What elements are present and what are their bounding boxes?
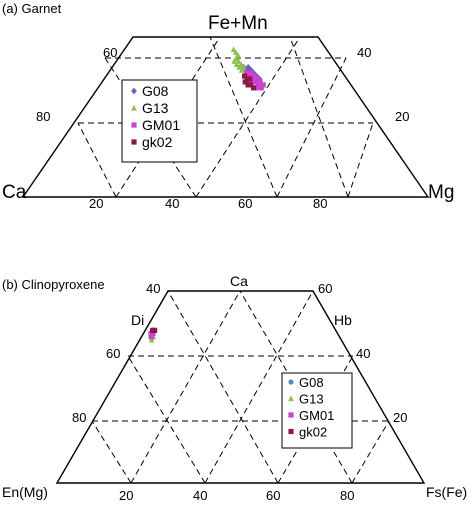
- garnet-grid-d60b: [209, 36, 278, 198]
- clinopyroxene-point-gk02-1: [152, 327, 158, 333]
- clinopyroxene-grid-d20b: [91, 420, 132, 484]
- clinopyroxene-tick-bottom-60: 60: [266, 488, 280, 503]
- garnet-point-g13-8: [236, 64, 242, 70]
- garnet-point-gm01-8: [247, 79, 253, 85]
- garnet-legend-marker-gm01: [131, 122, 137, 128]
- garnet-panel: (a) Garnet Fe+Mn Ca Mg 20 40 60 80 60 80…: [2, 1, 454, 211]
- garnet-legend-label-gk02: gk02: [142, 134, 173, 150]
- clinopyroxene-points: [148, 327, 158, 343]
- garnet-point-gm01-0: [244, 70, 250, 76]
- garnet-point-g13-10: [238, 67, 245, 73]
- clinopyroxene-apex-left: En(Mg): [2, 484, 48, 500]
- garnet-tick-right-40: 40: [357, 45, 371, 60]
- garnet-apex-right: Mg: [428, 182, 454, 203]
- garnet-point-gk02-0: [242, 73, 248, 79]
- clinopyroxene-grid-d20a: [130, 290, 241, 484]
- clinopyroxene-panel: (b) Clinopyroxene Ca En(Mg) Fs(Fe) Di Hb…: [2, 273, 467, 503]
- garnet-point-g13-7: [233, 61, 240, 67]
- clinopyroxene-legend-label-g13: G13: [299, 392, 324, 407]
- garnet-tick-bottom-80: 80: [313, 196, 327, 211]
- clinopyroxene-grid-d60b: [167, 290, 279, 484]
- clinopyroxene-point-gm01-1: [150, 330, 156, 337]
- garnet-point-gm01-9: [255, 82, 261, 88]
- garnet-grid-d60a: [276, 57, 347, 198]
- garnet-point-g13-1: [232, 49, 239, 56]
- clinopyroxene-point-g13-1: [148, 336, 155, 343]
- garnet-point-gk02-3: [242, 79, 248, 85]
- garnet-point-gk02-6: [250, 85, 257, 91]
- clinopyroxene-tick-right-60: 60: [318, 281, 332, 296]
- garnet-legend-label-g08: G08: [142, 83, 169, 99]
- clinopyroxene-tick-bottom-40: 40: [193, 488, 207, 503]
- garnet-tick-left-80: 80: [36, 109, 50, 124]
- clinopyroxene-legend-label-gm01: GM01: [299, 408, 334, 423]
- garnet-tick-left-60: 60: [103, 45, 117, 60]
- clinopyroxene-region-di: Di: [131, 312, 144, 328]
- garnet-panel-title: (a) Garnet: [2, 1, 62, 16]
- garnet-legend-marker-gk02: [131, 139, 137, 145]
- garnet-grid-d40a: [195, 36, 301, 198]
- garnet-point-gm01-3: [246, 73, 252, 79]
- clinopyroxene-tick-bottom-20: 20: [119, 488, 133, 503]
- clinopyroxene-tick-right-40: 40: [356, 346, 370, 361]
- garnet-point-gk02-2: [247, 76, 253, 82]
- clinopyroxene-point-gm01-2: [148, 334, 154, 340]
- clinopyroxene-tick-right-20: 20: [393, 410, 407, 425]
- clinopyroxene-legend-marker-g13: [288, 395, 294, 402]
- garnet-tick-right-20: 20: [395, 109, 409, 124]
- garnet-point-g13-4: [231, 58, 238, 64]
- garnet-apex-left: Ca: [2, 182, 27, 203]
- clinopyroxene-tick-bottom-80: 80: [340, 488, 354, 503]
- garnet-point-gk02-5: [248, 82, 254, 88]
- garnet-point-gm01-12: [258, 85, 264, 91]
- garnet-point-g13-0: [230, 46, 237, 53]
- garnet-point-gm01-7: [257, 79, 263, 85]
- garnet-point-g08-3: [243, 66, 250, 74]
- garnet-point-gm01-10: [260, 82, 266, 88]
- garnet-grid-d20b: [77, 122, 117, 198]
- clinopyroxene-panel-title: (b) Clinopyroxene: [2, 277, 105, 292]
- clinopyroxene-tick-left-80: 80: [72, 410, 86, 425]
- garnet-grid-d80a: [347, 122, 374, 198]
- clinopyroxene-legend-marker-gm01: [288, 412, 294, 418]
- clinopyroxene-legend-marker-g08: [288, 379, 294, 385]
- garnet-legend-label-g13: G13: [142, 100, 169, 116]
- garnet-tick-bottom-20: 20: [89, 196, 103, 211]
- clinopyroxene-grid-d40a: [204, 290, 314, 484]
- garnet-tick-bottom-40: 40: [165, 196, 179, 211]
- clinopyroxene-legend-box: [281, 372, 353, 449]
- clinopyroxene-grid-d40b: [127, 355, 206, 484]
- clinopyroxene-apex-right: Fs(Fe): [426, 484, 467, 500]
- clinopyroxene-apex-top: Ca: [230, 273, 248, 289]
- garnet-tick-bottom-60: 60: [238, 196, 252, 211]
- clinopyroxene-tick-left-60: 60: [106, 346, 120, 361]
- garnet-apex-top: Fe+Mn: [208, 13, 268, 34]
- clinopyroxene-legend-label-gk02: gk02: [299, 425, 327, 440]
- clinopyroxene-legend-marker-gk02: [288, 428, 294, 435]
- garnet-legend-marker-g08: [131, 87, 137, 95]
- garnet-point-gm01-2: [251, 73, 257, 79]
- garnet-point-gm01-1: [248, 70, 254, 76]
- clinopyroxene-region-hb: Hb: [334, 312, 352, 328]
- garnet-point-gm01-5: [254, 76, 260, 82]
- garnet-grid-d80b: [289, 36, 349, 198]
- garnet-frame: [21, 36, 430, 198]
- clinopyroxene-grid-d80a: [351, 420, 390, 484]
- clinopyroxene-legend-label-g08: G08: [299, 375, 324, 390]
- garnet-points: [230, 46, 266, 91]
- clinopyroxene-tick-left-40: 40: [146, 281, 160, 296]
- garnet-point-gm01-6: [252, 79, 258, 85]
- garnet-legend-label-gm01: GM01: [142, 117, 180, 133]
- garnet-legend-marker-g13: [131, 104, 137, 111]
